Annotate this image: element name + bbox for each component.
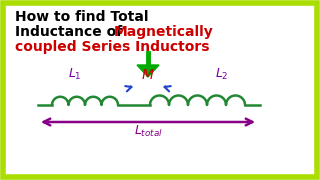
Polygon shape	[137, 65, 159, 77]
Text: coupled Series Inductors: coupled Series Inductors	[15, 40, 210, 54]
Text: $M$: $M$	[141, 68, 155, 82]
Text: $L_{total}$: $L_{total}$	[133, 124, 163, 139]
Text: Magnetically: Magnetically	[114, 25, 214, 39]
Text: How to find Total: How to find Total	[15, 10, 148, 24]
Text: $L_1$: $L_1$	[68, 67, 82, 82]
Text: Inductance of: Inductance of	[15, 25, 127, 39]
Text: $L_2$: $L_2$	[215, 67, 229, 82]
